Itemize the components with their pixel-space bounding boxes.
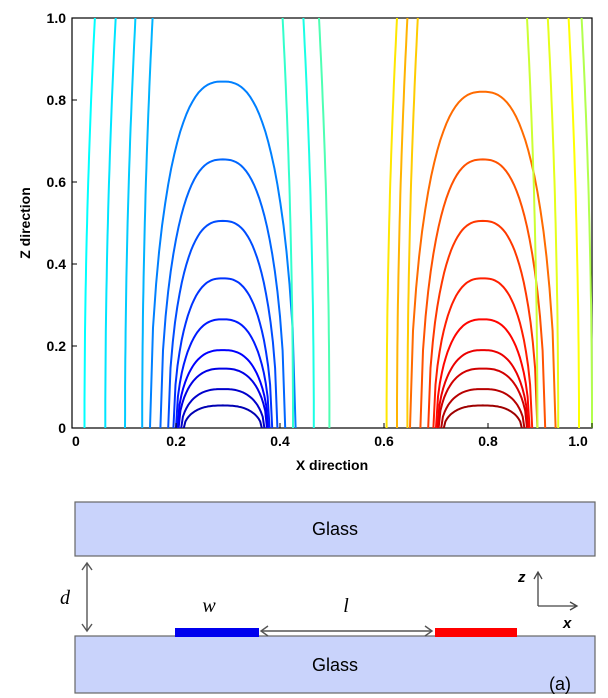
x-tick-label: 0 bbox=[72, 433, 80, 449]
contour-line-left-6 bbox=[167, 219, 279, 429]
contour-line-left-7 bbox=[159, 158, 287, 429]
x-axis-label: x bbox=[562, 615, 572, 632]
contour-line-right-open-1 bbox=[406, 17, 419, 428]
contour-line-right-5 bbox=[432, 277, 534, 429]
y-tick-label: 0.8 bbox=[47, 92, 67, 108]
contour-line-right-8 bbox=[409, 90, 557, 429]
x-ticks: 0 0.2 0.4 0.6 0.8 1.0 bbox=[71, 423, 593, 449]
contour-line-right-2 bbox=[437, 367, 528, 429]
contour-line-right-3 bbox=[436, 349, 529, 429]
electrode-spacing-label: l bbox=[343, 595, 349, 617]
y-tick-label: 0.6 bbox=[47, 174, 67, 190]
x-tick-label: 1.0 bbox=[568, 433, 588, 449]
top-glass-plate bbox=[74, 501, 596, 557]
contour-line-right-open-2 bbox=[385, 17, 398, 428]
contour-plot: 0 0.2 0.4 0.6 0.8 1.0 0 0.2 0.4 0.6 0.8 1.0 X dire… bbox=[17, 10, 593, 473]
x-tick-label: 0.4 bbox=[270, 433, 290, 449]
contour-line-right-open-3 bbox=[567, 17, 580, 428]
contour-line-left-open-5 bbox=[281, 17, 294, 428]
contour-line-left-open-6 bbox=[318, 17, 331, 428]
coordinate-axes-icon bbox=[533, 570, 579, 611]
contour-line-left-4 bbox=[175, 318, 271, 429]
panel-label: (a) bbox=[549, 674, 571, 694]
contour-line-right-1 bbox=[440, 388, 526, 429]
contour-line-left-2 bbox=[177, 367, 268, 429]
z-axis-label: z bbox=[517, 569, 526, 586]
contour-line-left-open-1 bbox=[124, 17, 137, 429]
contour-line-left-0 bbox=[182, 404, 263, 429]
x-tick-label: 0.8 bbox=[478, 433, 498, 449]
contour-line-left-open-0 bbox=[141, 17, 154, 428]
gap-label: d bbox=[60, 587, 71, 609]
plot-area bbox=[71, 17, 593, 429]
top-glass-label: Glass bbox=[312, 519, 358, 539]
contour-line-right-open-0 bbox=[396, 17, 409, 428]
contour-line-right-open-5 bbox=[526, 17, 539, 428]
electrode-width-label: w bbox=[202, 595, 216, 617]
gap-arrow bbox=[81, 561, 93, 633]
left-electrode bbox=[175, 628, 259, 637]
x-tick-label: 0.2 bbox=[166, 433, 186, 449]
contour-line-right-open-4 bbox=[546, 17, 560, 428]
y-tick-label: 0.4 bbox=[47, 256, 67, 272]
contour-line-right-open-6 bbox=[580, 17, 593, 428]
x-tick-label: 0.6 bbox=[374, 433, 394, 449]
y-tick-label: 0 bbox=[58, 420, 66, 436]
contour-line-left-open-2 bbox=[104, 17, 117, 428]
contour-line-left-open-3 bbox=[83, 17, 96, 428]
right-electrode bbox=[435, 628, 517, 637]
bottom-glass-plate bbox=[74, 635, 596, 694]
contour-line-left-8 bbox=[149, 80, 297, 429]
contour-lines bbox=[83, 17, 593, 429]
contour-line-left-3 bbox=[176, 349, 269, 429]
x-axis-title: X direction bbox=[296, 457, 368, 473]
schematic: Glass Glass d w l z x (a) bbox=[60, 501, 596, 694]
y-ticks: 0 0.2 0.4 0.6 0.8 1.0 bbox=[47, 10, 77, 436]
contour-line-left-5 bbox=[172, 277, 274, 429]
contour-line-right-0 bbox=[442, 404, 523, 429]
contour-line-right-6 bbox=[427, 219, 539, 429]
spacing-arrow bbox=[259, 625, 434, 637]
bottom-glass-label: Glass bbox=[312, 655, 358, 675]
contour-line-right-4 bbox=[435, 318, 531, 429]
contour-line-left-open-4 bbox=[302, 17, 315, 428]
contour-line-right-7 bbox=[419, 158, 547, 429]
y-axis-title: Z direction bbox=[17, 187, 33, 259]
contour-line-left-1 bbox=[180, 388, 266, 429]
y-tick-label: 0.2 bbox=[47, 338, 67, 354]
y-tick-label: 1.0 bbox=[47, 10, 67, 26]
